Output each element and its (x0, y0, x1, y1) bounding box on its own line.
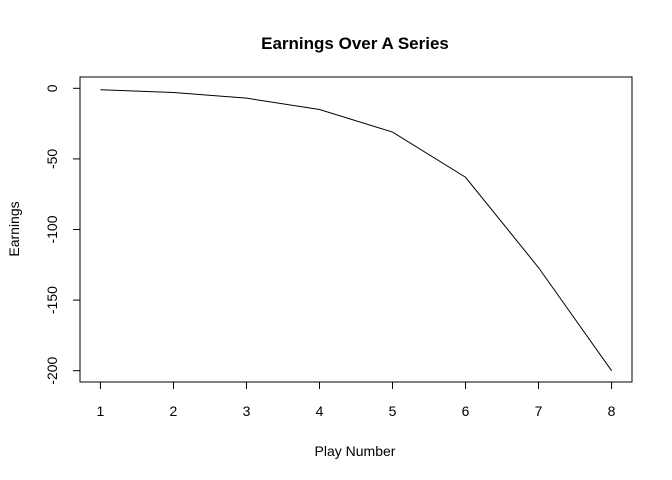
y-tick-label: -200 (44, 356, 60, 384)
y-axis-title: Earnings (6, 201, 22, 256)
y-tick-label: -150 (44, 286, 60, 314)
y-tick-label: -100 (44, 215, 60, 243)
x-axis: 1 2 3 4 5 6 7 8 (97, 381, 616, 419)
y-tick-label: -50 (44, 149, 60, 169)
x-tick-label: 8 (608, 403, 616, 419)
x-tick-label: 2 (170, 403, 178, 419)
earnings-series-line (100, 89, 612, 371)
y-tick-label: 0 (44, 84, 60, 92)
x-axis-title: Play Number (315, 443, 396, 459)
x-tick-label: 5 (389, 403, 397, 419)
x-tick-label: 3 (243, 403, 251, 419)
x-tick-label: 4 (316, 403, 324, 419)
chart-title: Earnings Over A Series (261, 34, 449, 53)
y-axis: 0 -50 -100 -150 -200 (44, 84, 81, 385)
plot-box (79, 76, 633, 383)
x-tick-label: 7 (535, 403, 543, 419)
x-tick-label: 6 (462, 403, 470, 419)
x-tick-label: 1 (97, 403, 105, 419)
